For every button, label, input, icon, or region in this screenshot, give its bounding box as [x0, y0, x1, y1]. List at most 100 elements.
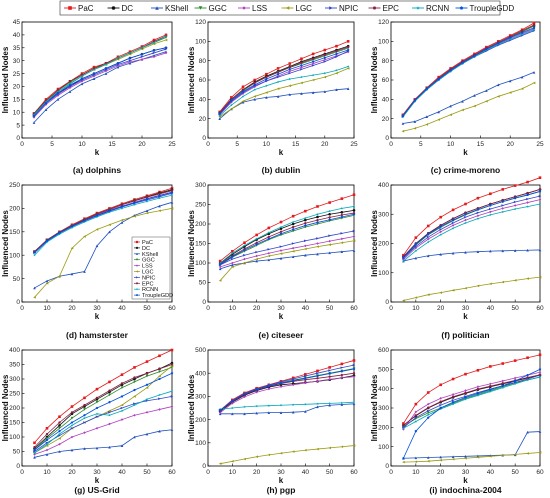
legend-marker-kshell [155, 6, 159, 10]
data-point [328, 375, 331, 378]
series-ggc [402, 375, 542, 428]
data-point [464, 250, 467, 254]
data-point [170, 189, 174, 192]
data-point [70, 272, 74, 276]
legend-entry-ggc: GGC [194, 4, 227, 13]
data-point [170, 348, 174, 352]
data-point [496, 95, 500, 98]
data-point [520, 31, 524, 34]
data-point [276, 80, 280, 84]
x-tick-label: 10 [229, 469, 237, 476]
data-point [279, 451, 283, 455]
series-lgc [218, 67, 350, 119]
series-line-epc [33, 35, 167, 114]
data-point [243, 257, 246, 261]
data-point [218, 261, 222, 265]
data-point [267, 384, 271, 388]
data-point [104, 72, 108, 75]
x-tick-label: 10 [43, 469, 51, 476]
data-point [304, 448, 307, 452]
inner-legend-label: TroupleGDD [142, 293, 173, 299]
legend-marker-dc [111, 6, 116, 10]
data-point [58, 442, 61, 446]
data-point [304, 209, 307, 213]
panel-caption: (e) citeseer [259, 330, 305, 340]
y-tick-label: 400 [195, 370, 206, 377]
series-lss [218, 235, 356, 269]
data-point [253, 95, 257, 98]
data-point [68, 90, 72, 93]
data-point [439, 230, 442, 234]
data-point [231, 263, 234, 267]
data-point [108, 389, 111, 392]
data-point [120, 218, 124, 222]
data-point [303, 216, 307, 220]
data-point [300, 66, 303, 69]
data-point [402, 256, 405, 259]
data-point [267, 258, 271, 262]
data-point [291, 383, 295, 387]
data-point [316, 218, 319, 222]
data-point [304, 410, 307, 413]
y-tick-label: 10 [13, 109, 21, 116]
x-ticks: 0 10 20 30 40 50 60 [206, 299, 358, 312]
data-point [291, 246, 295, 250]
data-point [95, 396, 99, 399]
data-point [45, 427, 49, 430]
x-tick-label: 10 [447, 141, 455, 148]
data-point [230, 99, 233, 102]
data-point [352, 372, 356, 375]
data-point [489, 204, 492, 207]
data-point [538, 176, 542, 179]
series-line-lss [220, 236, 355, 268]
data-point [58, 231, 61, 234]
data-point [83, 413, 86, 417]
inner-legend-label: RCNN [142, 287, 158, 293]
data-point [451, 217, 455, 220]
data-point [340, 362, 344, 366]
series-line-lgc [403, 452, 541, 463]
series-rcnn [32, 34, 168, 116]
data-point [253, 78, 257, 82]
data-point [303, 402, 307, 406]
data-point [158, 192, 161, 196]
x-tick-label: 0 [20, 469, 24, 476]
series-rcnn [401, 28, 536, 118]
panel-caption: (d) hamsterster [66, 330, 129, 340]
plot-frame [390, 21, 541, 139]
data-point [291, 220, 295, 224]
plot-frame [207, 21, 355, 139]
data-point [501, 188, 505, 191]
data-point [414, 456, 418, 460]
series-trouplegdd [218, 48, 350, 115]
data-point [288, 71, 292, 75]
data-point [33, 446, 36, 449]
data-point [231, 257, 234, 261]
series-line-npic [403, 374, 541, 428]
data-point [133, 201, 136, 204]
data-point [489, 455, 492, 458]
data-point [489, 282, 492, 286]
series-kshell [33, 428, 174, 459]
data-point [402, 259, 405, 263]
data-point [33, 286, 36, 290]
inner-legend-marker [135, 282, 139, 285]
inner-legend-entry-rcnn: RCNN [134, 287, 158, 293]
data-point [526, 277, 529, 280]
x-tick-label: 0 [389, 305, 393, 312]
y-tick-label: 100 [195, 260, 206, 267]
data-point [300, 92, 303, 95]
data-point [255, 254, 258, 258]
data-point [532, 70, 536, 74]
x-tick-label: 50 [143, 305, 151, 312]
y-tick-label: 100 [9, 434, 20, 441]
data-point [316, 369, 319, 373]
data-point [346, 46, 350, 49]
data-point [267, 387, 271, 391]
data-point [328, 212, 331, 216]
y-tick-label: 0 [202, 135, 206, 142]
data-point [218, 411, 222, 414]
data-point [352, 375, 356, 378]
data-point [300, 81, 303, 85]
data-point [80, 82, 84, 86]
